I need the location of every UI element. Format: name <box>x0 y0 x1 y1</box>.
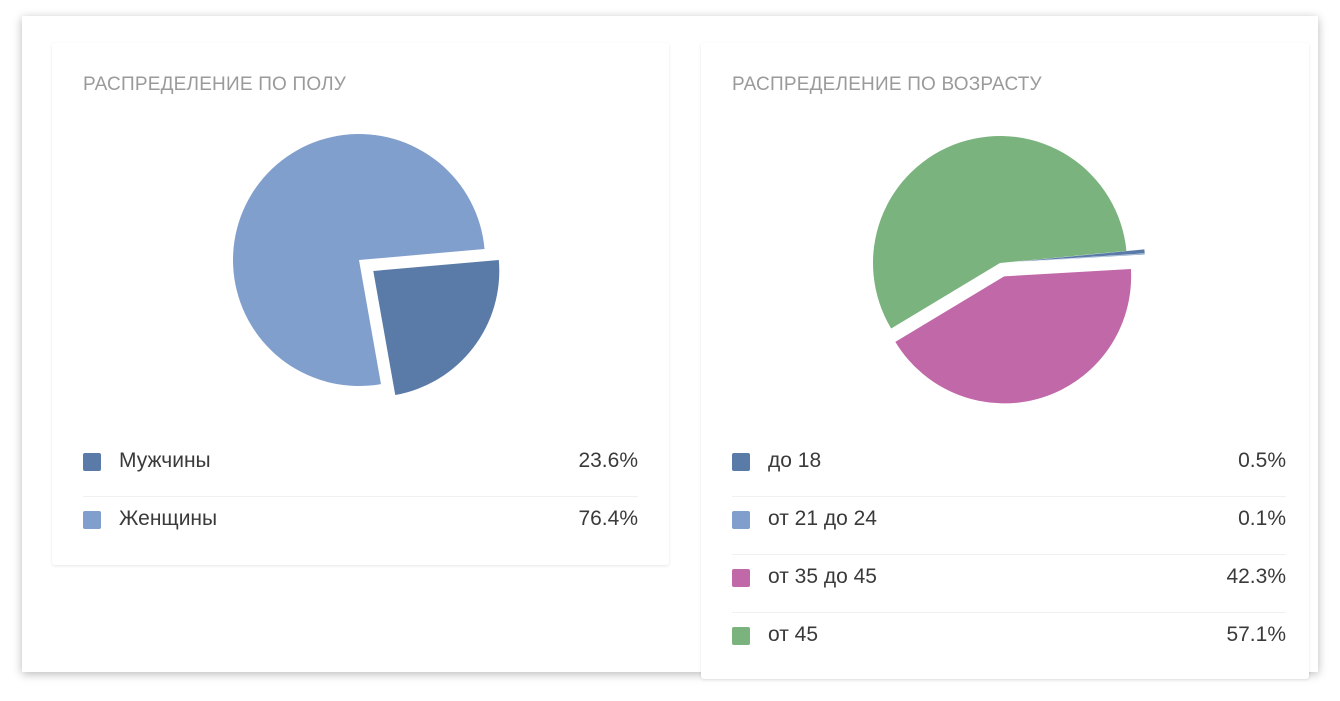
legend-item-ot-45[interactable]: от 45 57.1% <box>732 613 1286 670</box>
legend-label: до 18 <box>768 449 822 472</box>
legend-value: 0.5% <box>1238 449 1286 472</box>
legend-swatch <box>732 569 750 587</box>
legend-value: 0.1% <box>1238 507 1286 530</box>
legend-item-ot-21-do-24[interactable]: от 21 до 24 0.1% <box>732 497 1286 555</box>
legend-label: Женщины <box>119 507 218 530</box>
legend-value: 57.1% <box>1226 623 1286 646</box>
legend-item-ot-35-do-45[interactable]: от 35 до 45 42.3% <box>732 555 1286 613</box>
legend-value: 76.4% <box>578 507 638 530</box>
pie-slice-zhenschiny[interactable] <box>233 133 485 386</box>
legend-swatch <box>732 511 750 529</box>
gender-legend: Мужчины 23.6% Женщины 76.4% <box>83 439 638 554</box>
legend-label: от 35 до 45 <box>768 565 877 588</box>
legend-value: 42.3% <box>1226 565 1286 588</box>
legend-swatch <box>83 453 101 471</box>
gender-distribution-card: РАСПРЕДЕЛЕНИЕ ПО ПОЛУ Мужчины 23.6% Женщин… <box>52 43 669 565</box>
legend-swatch <box>732 453 750 471</box>
legend-label: Мужчины <box>119 449 211 472</box>
legend-item-zhenschiny[interactable]: Женщины 76.4% <box>83 497 638 554</box>
age-legend: до 18 0.5% от 21 до 24 0.1% от 35 до 45 42.3%… <box>732 439 1286 670</box>
screenshot-frame: РАСПРЕДЕЛЕНИЕ ПО ПОЛУ Мужчины 23.6% Женщин… <box>22 16 1318 679</box>
legend-label: от 21 до 24 <box>768 507 877 530</box>
legend-swatch <box>732 627 750 645</box>
legend-label: от 45 <box>768 623 819 646</box>
legend-item-do-18[interactable]: до 18 0.5% <box>732 439 1286 497</box>
pie-slice-do-18[interactable] <box>1017 249 1145 262</box>
legend-item-muzhchiny[interactable]: Мужчины 23.6% <box>83 439 638 497</box>
pie-slice-ot-21-do-24[interactable] <box>1017 253 1145 262</box>
gender-pie-chart <box>233 133 500 396</box>
pie-slice-ot-45[interactable] <box>873 136 1127 329</box>
age-pie-chart <box>873 136 1145 404</box>
legend-swatch <box>83 511 101 529</box>
age-distribution-card: РАСПРЕДЕЛЕНИЕ ПО ВОЗРАСТУ до 18 0.5% от 21… <box>701 43 1309 679</box>
legend-value: 23.6% <box>578 449 638 472</box>
age-card-title: РАСПРЕДЕЛЕНИЕ ПО ВОЗРАСТУ <box>732 74 1042 95</box>
pie-slice-ot-35-do-45[interactable] <box>895 268 1132 404</box>
pie-slice-muzhchiny[interactable] <box>373 259 500 396</box>
gender-card-title: РАСПРЕДЕЛЕНИЕ ПО ПОЛУ <box>83 74 347 95</box>
